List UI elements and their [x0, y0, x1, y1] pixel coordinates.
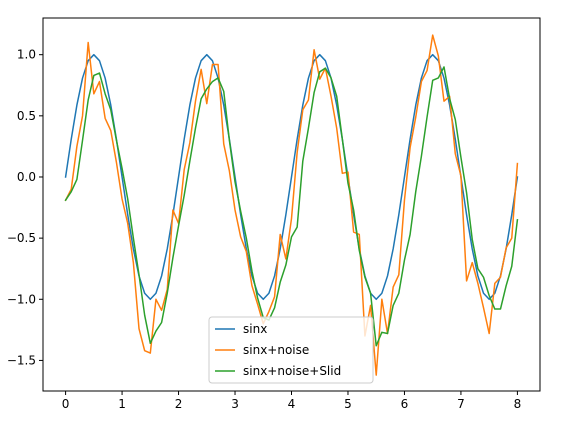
y-tick-label: 0.0: [17, 170, 36, 184]
x-axis: 0 1 2 3 4 5 6 7 8: [62, 391, 521, 411]
legend: sinx sinx+noise sinx+noise+Slid: [208, 316, 374, 384]
legend-box: [208, 316, 374, 384]
x-tick-label: 6: [401, 397, 409, 411]
x-tick-label: 5: [344, 397, 352, 411]
legend-label-1: sinx+noise: [243, 343, 309, 357]
y-tick-label: −1.0: [7, 292, 36, 306]
y-tick-label: 1.0: [17, 48, 36, 62]
series-line-1: [64, 34, 519, 376]
series-layer: [64, 34, 519, 376]
y-axis: 1.0 0.5 0.0 −0.5 −1.0 −1.5: [7, 48, 43, 367]
x-tick-label: 3: [231, 397, 239, 411]
y-tick-label: 0.5: [17, 109, 36, 123]
x-tick-label: 4: [288, 397, 296, 411]
legend-label-2: sinx+noise+Slid: [243, 364, 341, 378]
y-tick-label: −0.5: [7, 231, 36, 245]
x-tick-label: 1: [118, 397, 126, 411]
y-tick-label: −1.5: [7, 353, 36, 367]
x-tick-label: 7: [457, 397, 465, 411]
legend-label-0: sinx: [243, 322, 267, 336]
series-line-2: [64, 66, 519, 347]
x-tick-label: 2: [175, 397, 183, 411]
series-line-0: [64, 53, 519, 301]
x-tick-label: 0: [62, 397, 70, 411]
x-tick-label: 8: [514, 397, 522, 411]
